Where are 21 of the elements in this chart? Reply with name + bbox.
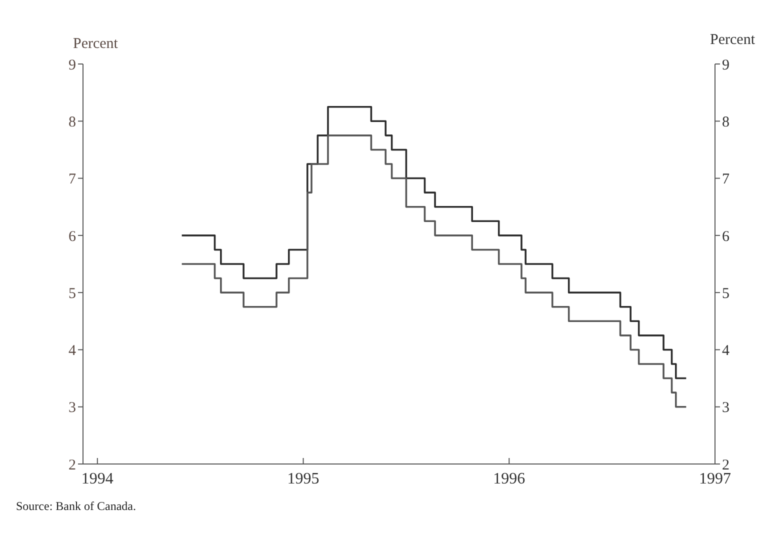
y2-tick-label: 6	[722, 228, 730, 245]
x-tick-label: 1995	[287, 470, 320, 488]
source-note: Source: Bank of Canada.	[16, 499, 136, 514]
y-tick-label: 9	[68, 57, 76, 74]
y-tick-label: 8	[68, 114, 76, 130]
y-tick-label: 4	[68, 343, 76, 360]
y-tick-label: 2	[68, 457, 76, 474]
x-tick-label: 1994	[81, 470, 114, 488]
x-tick-label: 1996	[493, 470, 526, 488]
y2-axis-title: Percent	[710, 32, 755, 49]
y2-tick-label: 9	[722, 57, 730, 74]
y2-tick-label: 4	[722, 343, 730, 360]
y2-tick-label: 7	[722, 172, 730, 188]
y-tick-label: 6	[68, 228, 76, 245]
y-tick-label: 5	[68, 286, 76, 302]
y-axis-title: Percent	[73, 36, 118, 53]
y2-tick-label: 3	[722, 400, 730, 416]
y2-tick-label: 8	[722, 114, 730, 130]
y-tick-label: 7	[68, 172, 76, 188]
y2-tick-label: 5	[722, 286, 730, 302]
y-tick-label: 3	[68, 400, 76, 416]
